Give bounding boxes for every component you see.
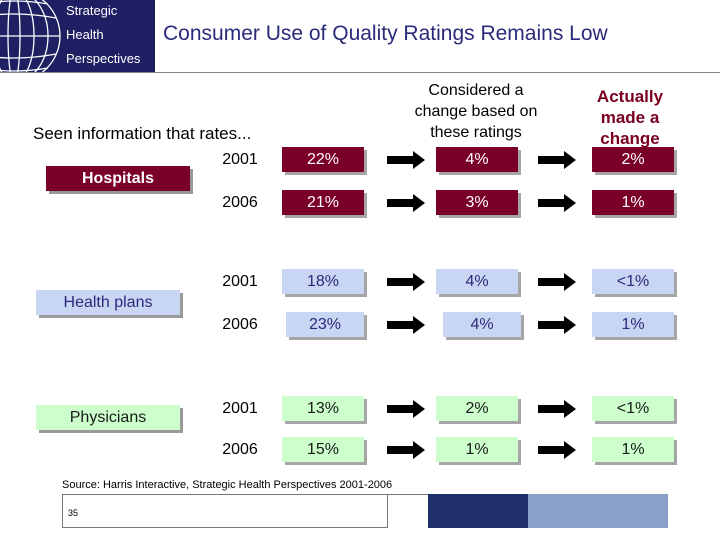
column-header-considered: Considered a change based on these ratin… (398, 80, 554, 143)
arrow-right-icon (538, 151, 576, 169)
seen-value: 22% (282, 147, 364, 172)
seen-value: 23% (286, 312, 364, 337)
source-note: Source: Harris Interactive, Strategic He… (62, 479, 393, 491)
made-change-value: 1% (592, 190, 674, 215)
arrow-right-icon (538, 316, 576, 334)
year-label: 2001 (222, 273, 258, 290)
year-label: 2006 (222, 441, 258, 458)
considered-value: 4% (436, 269, 518, 294)
considered-value: 2% (436, 396, 518, 421)
made-change-value: <1% (592, 396, 674, 421)
arrow-right-icon (387, 441, 425, 459)
subheading: Seen information that rates... (33, 124, 252, 143)
considered-value: 4% (436, 147, 518, 172)
seen-value: 15% (282, 437, 364, 462)
considered-value: 4% (443, 312, 521, 337)
year-label: 2001 (222, 151, 258, 168)
footer-box (62, 494, 388, 528)
year-label: 2006 (222, 316, 258, 333)
considered-value: 1% (436, 437, 518, 462)
arrow-right-icon (387, 273, 425, 291)
column-header-considered-line: change based on (414, 103, 538, 120)
column-header-actual-line: made a (600, 108, 660, 127)
logo-text-perspectives: Perspectives (66, 51, 141, 66)
column-header-considered-line: these ratings (430, 124, 522, 141)
arrow-right-icon (538, 194, 576, 212)
title-divider (0, 72, 720, 73)
made-change-value: 1% (592, 312, 674, 337)
slide-title: Consumer Use of Quality Ratings Remains … (163, 22, 608, 45)
category-hospitals: Hospitals (46, 166, 190, 191)
logo-text-strategic: Strategic (66, 3, 118, 18)
made-change-value: 2% (592, 147, 674, 172)
logo: Strategic Health Perspectives (0, 0, 155, 72)
year-label: 2006 (222, 194, 258, 211)
category-physicians: Physicians (36, 405, 180, 430)
column-header-actual-line: change (600, 129, 660, 148)
globe-icon (0, 0, 61, 72)
considered-value: 3% (436, 190, 518, 215)
year-label: 2001 (222, 400, 258, 417)
made-change-value: 1% (592, 437, 674, 462)
arrow-right-icon (387, 194, 425, 212)
arrow-right-icon (387, 400, 425, 418)
column-header-actual: Actually made a change (580, 86, 680, 149)
page-number: 35 (68, 508, 79, 518)
column-header-actual-line: Actually (596, 87, 664, 106)
footer-band (388, 494, 428, 528)
arrow-right-icon (387, 316, 425, 334)
arrow-right-icon (538, 400, 576, 418)
footer-band (528, 494, 668, 528)
arrow-right-icon (538, 441, 576, 459)
seen-value: 18% (282, 269, 364, 294)
column-header-considered-line: Considered a (428, 82, 524, 99)
arrow-right-icon (387, 151, 425, 169)
logo-text-health: Health (66, 27, 104, 42)
made-change-value: <1% (592, 269, 674, 294)
category-health-plans: Health plans (36, 290, 180, 315)
arrow-right-icon (538, 273, 576, 291)
footer-band (428, 494, 528, 528)
seen-value: 21% (282, 190, 364, 215)
seen-value: 13% (282, 396, 364, 421)
